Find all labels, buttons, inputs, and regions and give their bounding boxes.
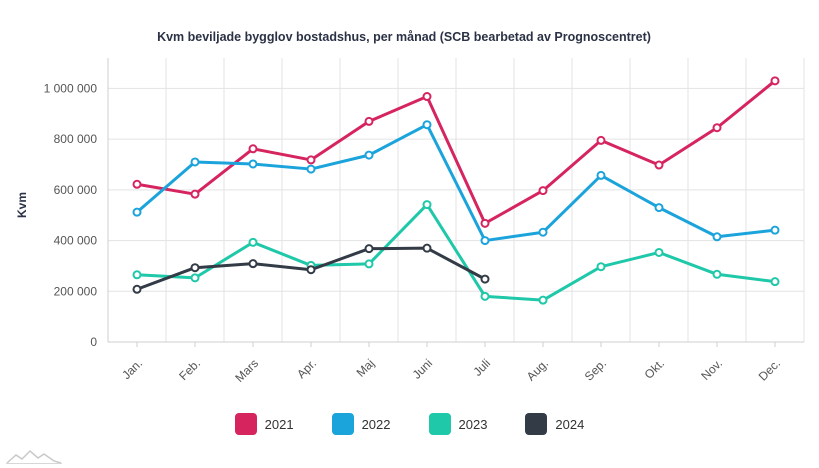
legend-item-2023[interactable]: 2023 (428, 410, 488, 438)
y-tick-label: 400 000 (54, 234, 98, 248)
data-point-2021[interactable] (654, 160, 664, 170)
data-point-2022[interactable] (596, 170, 606, 180)
data-point-2024[interactable] (480, 274, 490, 284)
x-tick-label: Aug. (524, 356, 551, 383)
line-chart: Kvm beviljade bygglov bostadshus, per må… (15, 30, 805, 385)
data-point-2022[interactable] (538, 227, 548, 237)
data-point-2024[interactable] (422, 243, 432, 253)
data-point-2021[interactable] (364, 116, 374, 126)
data-point-2023[interactable] (422, 200, 432, 210)
x-tick-label: Mars (232, 356, 261, 385)
data-point-2021[interactable] (306, 155, 316, 165)
legend-label: 2022 (361, 416, 391, 432)
x-tick-label: Nov. (698, 356, 725, 383)
legend-label: 2021 (264, 416, 294, 432)
legend-label: 2023 (458, 416, 488, 432)
data-point-2022[interactable] (132, 207, 142, 217)
data-point-2023[interactable] (480, 291, 490, 301)
data-point-2022[interactable] (306, 164, 316, 174)
data-point-2023[interactable] (248, 237, 258, 247)
data-point-2024[interactable] (190, 263, 200, 273)
data-point-2023[interactable] (132, 270, 142, 280)
data-point-2023[interactable] (190, 273, 200, 283)
y-tick-label: 0 (90, 335, 97, 349)
x-tick-label: Juni (410, 356, 435, 381)
x-tick-label: Apr. (294, 356, 319, 381)
x-tick-label: Maj (354, 356, 378, 380)
legend-swatch (525, 413, 548, 435)
data-point-2021[interactable] (422, 92, 432, 102)
data-point-2023[interactable] (364, 259, 374, 269)
data-point-2024[interactable] (248, 259, 258, 269)
legend-swatch (234, 413, 257, 435)
data-point-2021[interactable] (538, 186, 548, 196)
legend-label: 2024 (555, 416, 585, 432)
data-point-2021[interactable] (190, 189, 200, 199)
data-point-2022[interactable] (480, 236, 490, 246)
data-point-2024[interactable] (306, 265, 316, 275)
series-2021 (132, 76, 780, 228)
y-tick-label: 1 000 000 (44, 81, 98, 95)
x-tick-label: Jan. (119, 356, 145, 382)
y-tick-label: 600 000 (54, 183, 98, 197)
data-point-2021[interactable] (712, 123, 722, 133)
y-axis-label: Kvm (15, 192, 29, 218)
grid (107, 58, 805, 342)
series-line-2023 (135, 203, 777, 302)
x-tick-label: Dec. (756, 356, 783, 383)
data-point-2022[interactable] (364, 150, 374, 160)
legend-item-2024[interactable]: 2024 (525, 410, 584, 438)
data-point-2022[interactable] (422, 120, 432, 130)
mountain-logo-icon (6, 449, 62, 464)
legend-item-2021[interactable]: 2021 (234, 410, 294, 438)
data-point-2024[interactable] (364, 244, 374, 254)
data-point-2021[interactable] (132, 179, 142, 189)
x-tick-label: Juli (470, 356, 493, 379)
data-point-2022[interactable] (190, 157, 200, 167)
data-point-2023[interactable] (654, 247, 664, 257)
data-point-2024[interactable] (132, 284, 142, 294)
y-tick-label: 200 000 (54, 284, 98, 298)
data-point-2022[interactable] (770, 225, 780, 235)
series-2023 (132, 200, 780, 305)
series-2024 (132, 243, 490, 294)
series-line-2022 (135, 123, 777, 243)
series-2022 (132, 120, 780, 246)
x-tick-label: Okt. (642, 356, 667, 381)
series-line-2021 (135, 79, 777, 225)
data-point-2021[interactable] (770, 76, 780, 86)
data-point-2023[interactable] (712, 269, 722, 279)
y-tick-label: 800 000 (54, 132, 98, 146)
data-point-2023[interactable] (538, 295, 548, 305)
data-point-2022[interactable] (712, 232, 722, 242)
data-point-2021[interactable] (480, 218, 490, 228)
x-tick-label: Sep. (582, 356, 609, 383)
legend-item-2022[interactable]: 2022 (331, 410, 391, 438)
series-layer (132, 76, 780, 305)
legend-swatch (331, 413, 354, 435)
data-point-2023[interactable] (770, 277, 780, 287)
data-point-2023[interactable] (596, 262, 606, 272)
data-point-2022[interactable] (654, 203, 664, 213)
x-tick-label: Feb. (176, 356, 203, 383)
data-point-2021[interactable] (596, 135, 606, 145)
data-point-2022[interactable] (248, 159, 258, 169)
data-point-2021[interactable] (248, 144, 258, 154)
legend-swatch (428, 413, 451, 435)
chart-title: Kvm beviljade bygglov bostadshus, per må… (157, 30, 651, 44)
legend: 2021 2022 2023 2024 (0, 410, 819, 438)
